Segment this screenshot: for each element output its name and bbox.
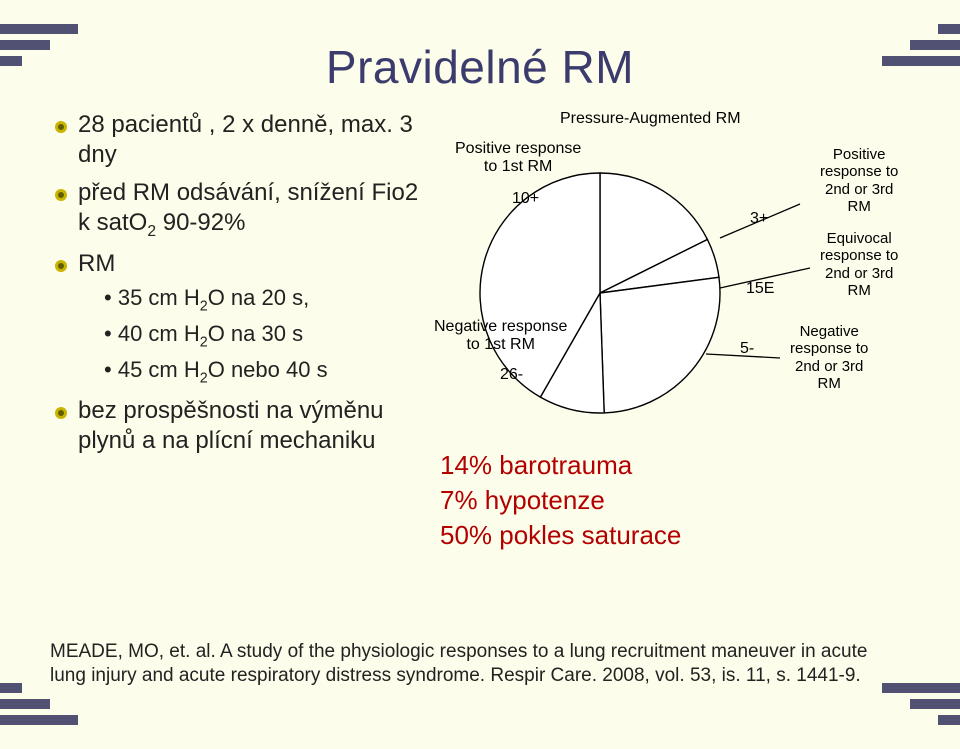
chart-label: 15E — [746, 280, 774, 298]
list-item: RM — [54, 249, 420, 279]
list-item: 28 pacientů , 2 x denně, max. 3 dny — [54, 110, 420, 170]
chart-label: Positive responseto 1st RM — [455, 140, 581, 177]
bullet-icon — [54, 120, 68, 134]
bullet-icon — [54, 259, 68, 273]
slide: Pravidelné RM 28 pacientů , 2 x denně, m… — [0, 0, 960, 749]
list-subitem: 35 cm H2O na 20 s, — [104, 283, 420, 317]
stats-block: 14% barotrauma 7% hypotenze 50% pokles s… — [440, 448, 910, 553]
corner-decoration — [882, 24, 960, 66]
bullet-icon — [54, 406, 68, 420]
chart-label: Negative responseto 1st RM — [434, 318, 567, 355]
bullet-icon — [54, 188, 68, 202]
chart-label: Negativeresponse to2nd or 3rdRM — [790, 323, 868, 392]
stat-line: 14% barotrauma — [440, 448, 910, 483]
chart-label: 3+ — [750, 210, 768, 228]
citation: MEADE, MO, et. al. A study of the physio… — [50, 640, 900, 689]
list-subitem: 45 cm H2O nebo 40 s — [104, 355, 420, 389]
list-item-text: RM — [78, 249, 115, 279]
slide-title: Pravidelné RM — [50, 40, 910, 94]
stat-line: 7% hypotenze — [440, 483, 910, 518]
chart-label: 26- — [500, 366, 523, 384]
list-item-text: 28 pacientů , 2 x denně, max. 3 dny — [78, 110, 420, 170]
pie-chart: Pressure-Augmented RM Positive responseto… — [430, 108, 910, 438]
chart-label: Equivocalresponse to2nd or 3rdRM — [820, 230, 898, 299]
chart-label: 5- — [740, 340, 754, 358]
list-item: bez prospěšnosti na výměnu plynů a na pl… — [54, 396, 420, 456]
corner-decoration — [0, 683, 78, 725]
chart-label: 10+ — [512, 190, 539, 208]
list-item: před RM odsávání, snížení Fio2 k satO2 9… — [54, 178, 420, 241]
corner-decoration — [0, 24, 78, 66]
corner-decoration — [882, 683, 960, 725]
list-subitem: 40 cm H2O na 30 s — [104, 319, 420, 353]
list-item-text: bez prospěšnosti na výměnu plynů a na pl… — [78, 396, 420, 456]
list-item-text: před RM odsávání, snížení Fio2 k satO2 9… — [78, 178, 420, 241]
chart-label: Pressure-Augmented RM — [560, 110, 741, 128]
chart-label: Positiveresponse to2nd or 3rdRM — [820, 146, 898, 215]
bullet-list: 28 pacientů , 2 x denně, max. 3 dny před… — [50, 102, 420, 553]
stat-line: 50% pokles saturace — [440, 518, 910, 553]
